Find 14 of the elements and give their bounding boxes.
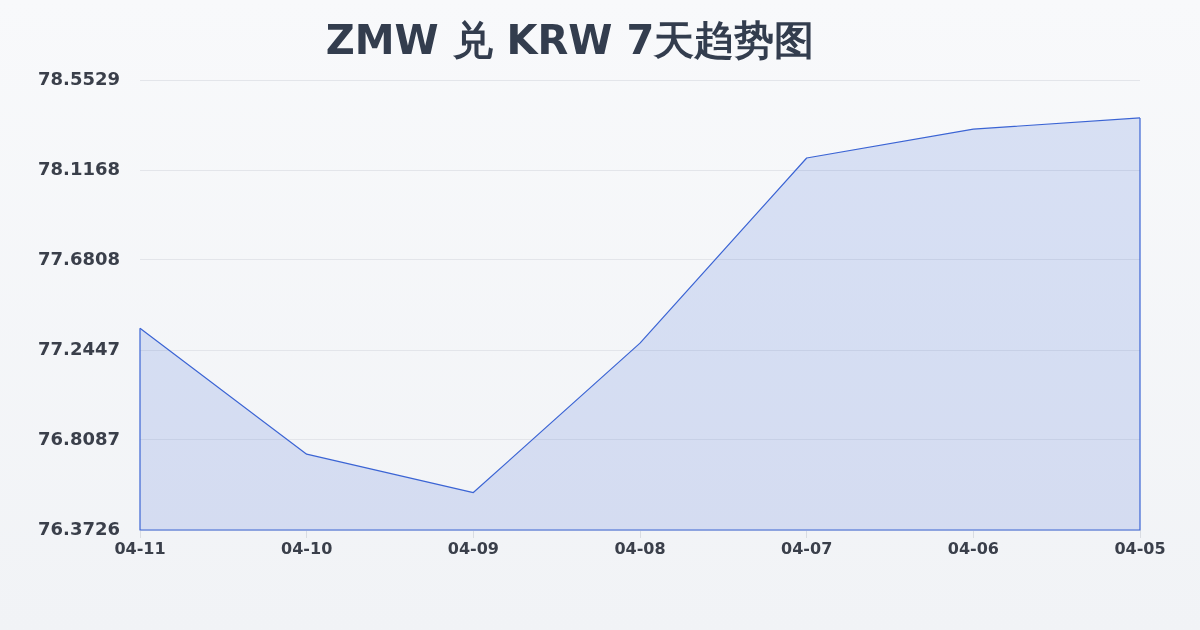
y-tick-label: 76.8087 bbox=[38, 427, 120, 449]
x-tick-label: 04-09 bbox=[447, 538, 499, 558]
y-tick-label: 78.1168 bbox=[38, 157, 120, 179]
x-tick-label: 04-11 bbox=[114, 538, 166, 558]
y-tick-label: 77.6808 bbox=[38, 247, 120, 269]
x-tick-label: 04-05 bbox=[1114, 538, 1166, 558]
y-tick-label: 77.2447 bbox=[38, 337, 120, 359]
x-tick-label: 04-06 bbox=[947, 538, 999, 558]
chart-title: ZMW 兑 KRW 7天趋势图 bbox=[325, 17, 815, 64]
y-tick-label: 76.3726 bbox=[38, 517, 120, 539]
y-tick-label: 78.5529 bbox=[38, 67, 120, 89]
x-tick-label: 04-08 bbox=[614, 538, 666, 558]
x-tick-label: 04-07 bbox=[781, 538, 833, 558]
x-tick-label: 04-10 bbox=[281, 538, 333, 558]
